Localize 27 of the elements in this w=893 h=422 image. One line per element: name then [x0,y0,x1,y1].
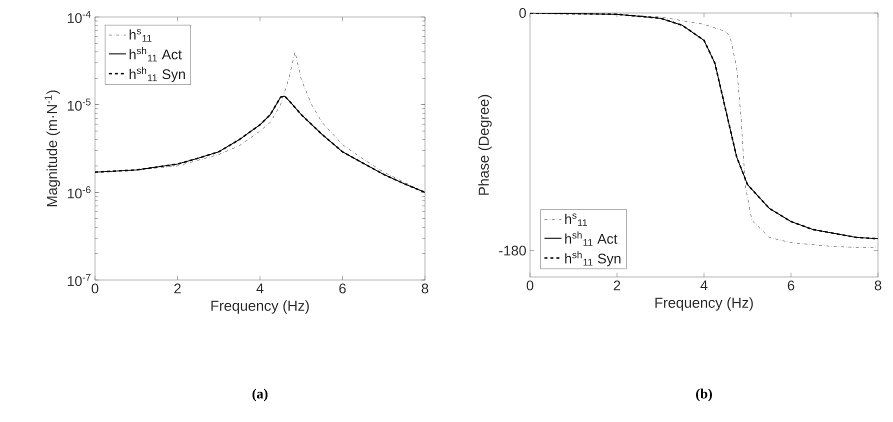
text: (a) [252,388,268,402]
x-tick-label: 8 [874,280,882,290]
x-tick-label: 2 [614,280,620,290]
y-axis-title: Phase (Degree) [478,94,492,195]
y-tick-label: 10$^{-5}$ [68,98,91,111]
legend-label: h$^{sh}$$_{11}$ Act [130,46,182,62]
text: (b) [696,388,712,402]
legend-label: h$^{s}$11 [130,29,152,42]
y-tick-label: 10$^{-4}$ [68,10,91,24]
x-tick-label: 4 [700,280,708,290]
x-tick-label: 4 [256,284,264,294]
x-tick-label: 2 [174,284,181,294]
legend-label: h$^{sh}$$_{11}$ Syn [565,251,620,266]
y-tick-label: 10$^{-6}$ [68,186,91,198]
x-axis-title: Frequency (Hz) [211,300,309,314]
x-axis-title: Frequency (Hz) [655,297,753,311]
x-tick-label: 6 [339,284,346,294]
x-tick-label: 6 [788,280,794,290]
x-tick-label: 0 [92,284,98,294]
y-tick-label: -180 [499,246,526,256]
y-tick-label: 10$^{-7}$ [68,274,90,286]
x-tick-label: 8 [422,284,428,294]
legend-label: h$^{s}$11 [565,213,588,226]
x-tick-label: 0 [526,280,534,290]
legend-label: h$^{sh}$$_{11}$ Act [565,231,618,246]
legend-label: h$^{sh}$$_{11}$ Syn [130,66,185,82]
y-axis-title: Magnitude (m·N$^{-1}$) [44,90,60,206]
